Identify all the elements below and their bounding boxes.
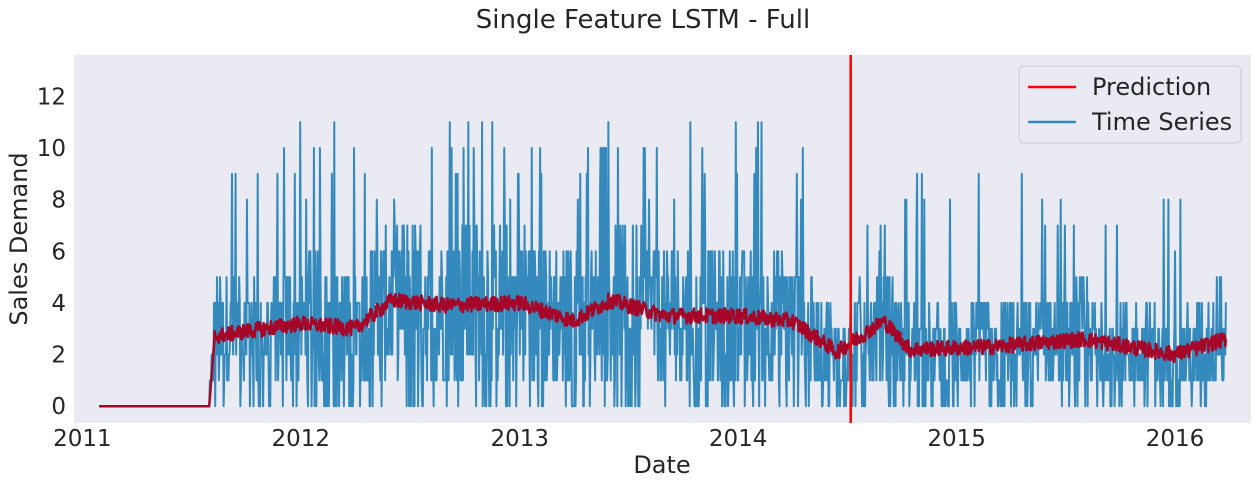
- y-tick-label: 12: [37, 84, 66, 110]
- y-tick-label: 4: [51, 291, 66, 317]
- time-series-line: [98, 121, 1227, 408]
- x-tick-label: 2012: [272, 426, 331, 452]
- legend-time-series-label: Time Series: [1091, 108, 1232, 136]
- prediction-layer: [98, 292, 1228, 408]
- legend: Prediction Time Series: [1018, 65, 1242, 144]
- x-tick-label: 2015: [927, 426, 986, 452]
- y-tick-label: 10: [37, 136, 66, 162]
- y-tick-label: 6: [51, 239, 66, 265]
- y-axis-label: Sales Demand: [5, 152, 33, 325]
- y-tick-label: 0: [51, 394, 66, 420]
- x-tick-label: 2013: [491, 426, 550, 452]
- y-axis-ticks: 0 2 4 6 8 10 12: [37, 84, 66, 420]
- x-axis-ticks: 2011 2012 2013 2014 2015 2016: [53, 426, 1204, 452]
- legend-prediction-label: Prediction: [1092, 73, 1211, 101]
- prediction-line: [98, 292, 1228, 408]
- y-tick-label: 2: [51, 343, 66, 369]
- x-tick-label: 2011: [53, 426, 112, 452]
- y-tick-label: 8: [51, 188, 66, 214]
- x-axis-label: Date: [633, 451, 690, 479]
- chart-title: Single Feature LSTM - Full: [476, 5, 810, 35]
- time-series-layer: [98, 121, 1227, 408]
- legend-box: [1018, 65, 1242, 144]
- x-tick-label: 2014: [709, 426, 768, 452]
- x-tick-label: 2016: [1146, 426, 1205, 452]
